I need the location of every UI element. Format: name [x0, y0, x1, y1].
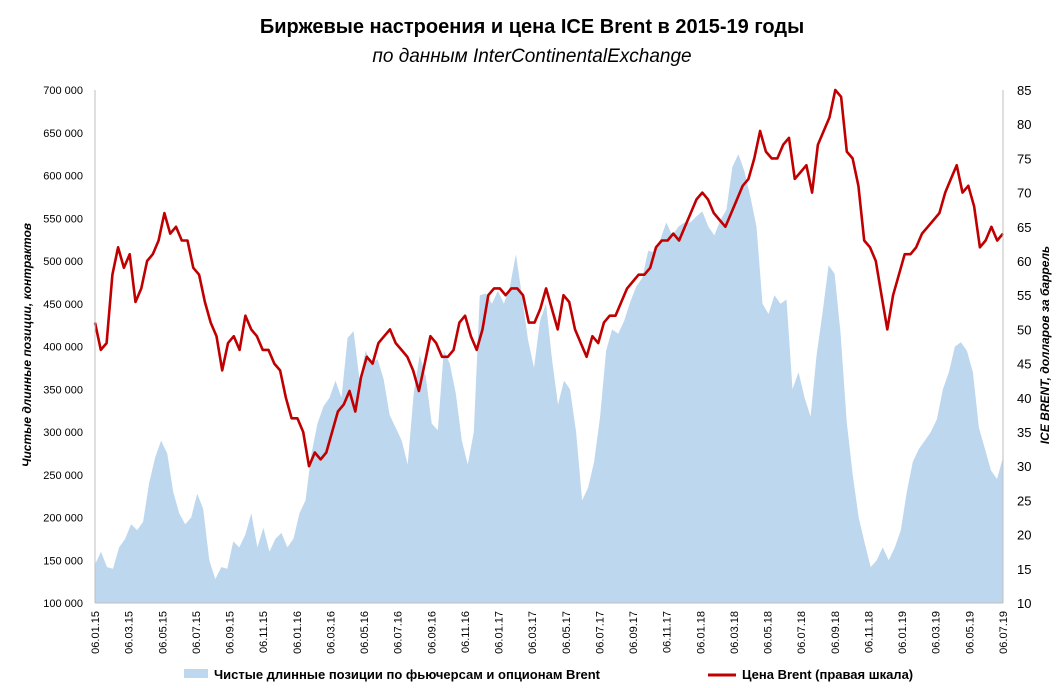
plot-area — [93, 88, 1004, 603]
x-tick-label: 06.09.18 — [830, 611, 842, 654]
x-tick-label: 06.11.16 — [460, 611, 472, 653]
y-tick-left: 100 000 — [43, 598, 83, 610]
y-tick-right: 15 — [1017, 562, 1031, 577]
x-tick-label: 06.11.18 — [864, 611, 876, 653]
x-tick-label: 06.03.16 — [325, 611, 337, 654]
x-tick-label: 06.03.15 — [124, 611, 136, 654]
y-tick-left: 350 000 — [43, 384, 83, 396]
x-tick-label: 06.03.19 — [931, 611, 943, 654]
y-tick-left: 650 000 — [43, 128, 83, 140]
y-tick-left: 450 000 — [43, 299, 83, 311]
y-tick-right: 30 — [1017, 459, 1031, 474]
y-tick-right: 60 — [1017, 254, 1031, 269]
x-tick-label: 06.11.15 — [258, 611, 270, 653]
x-tick-label: 06.05.15 — [157, 611, 169, 654]
x-tick-label: 06.01.19 — [897, 611, 909, 654]
y-tick-left: 300 000 — [43, 427, 83, 439]
y-tick-right: 35 — [1017, 425, 1031, 440]
legend: Чистые длинные позиции по фьючерсам и оп… — [184, 667, 913, 682]
y-axis-right-label: ICE BRENT, долларов за баррель — [1038, 246, 1052, 444]
x-tick-label: 06.09.17 — [628, 611, 640, 654]
x-tick-label: 06.09.15 — [225, 611, 237, 654]
y-tick-right: 85 — [1017, 83, 1031, 98]
x-tick-label: 06.01.18 — [695, 611, 707, 654]
y-tick-right: 80 — [1017, 117, 1031, 132]
x-tick-label: 06.07.16 — [393, 611, 405, 654]
legend-label-area: Чистые длинные позиции по фьючерсам и оп… — [214, 667, 601, 682]
chart-subtitle: по данным InterContinentalExchange — [372, 46, 692, 67]
x-tick-label: 06.07.18 — [796, 611, 808, 654]
axes: 100 000 150 000 200 000 250 000 300 000 350 0… — [43, 83, 1031, 654]
y-tick-left: 400 000 — [43, 342, 83, 354]
x-tick-label: 06.05.19 — [964, 611, 976, 654]
series-line-brent-price — [93, 88, 1004, 468]
y-tick-left: 500 000 — [43, 256, 83, 268]
y-tick-left: 250 000 — [43, 470, 83, 482]
x-tick-label: 06.03.17 — [527, 611, 539, 654]
y-tick-left: 550 000 — [43, 213, 83, 225]
x-tick-label: 06.09.16 — [426, 611, 438, 654]
x-tick-label: 06.03.18 — [729, 611, 741, 654]
y-tick-right: 10 — [1017, 596, 1031, 611]
x-tick-label: 06.01.17 — [494, 611, 506, 654]
chart-title: Биржевые настроения и цена ICE Brent в 2… — [259, 16, 805, 38]
x-tick-label: 06.07.15 — [191, 611, 203, 654]
x-tick-label: 06.11.17 — [662, 611, 674, 653]
y-tick-left: 150 000 — [43, 555, 83, 567]
y-tick-left: 700 000 — [43, 85, 83, 97]
x-tick-label: 06.05.16 — [359, 611, 371, 654]
y-tick-right: 65 — [1017, 220, 1031, 235]
x-tick-label: 06.05.17 — [561, 611, 573, 654]
y-tick-right: 45 — [1017, 357, 1031, 372]
x-tick-label: 06.07.19 — [998, 611, 1010, 654]
series-area-net-long — [95, 154, 1003, 603]
x-tick-label: 06.07.17 — [594, 611, 606, 654]
y-tick-right: 50 — [1017, 322, 1031, 337]
y-tick-right: 70 — [1017, 186, 1031, 201]
x-tick-label: 06.01.15 — [90, 611, 102, 654]
x-tick-label: 06.01.16 — [292, 611, 304, 654]
y-tick-right: 75 — [1017, 151, 1031, 166]
y-tick-right: 20 — [1017, 528, 1031, 543]
y-tick-right: 25 — [1017, 493, 1031, 508]
x-tick-label: 06.05.18 — [763, 611, 775, 654]
y-tick-left: 200 000 — [43, 513, 83, 525]
legend-swatch-area — [184, 669, 208, 678]
y-tick-right: 40 — [1017, 391, 1031, 406]
legend-label-line: Цена Brent (правая шкала) — [742, 667, 913, 682]
y-tick-right: 55 — [1017, 288, 1031, 303]
y-axis-left-label: Чистые длинные позиции, контрактов — [20, 223, 34, 467]
y-tick-left: 600 000 — [43, 171, 83, 183]
